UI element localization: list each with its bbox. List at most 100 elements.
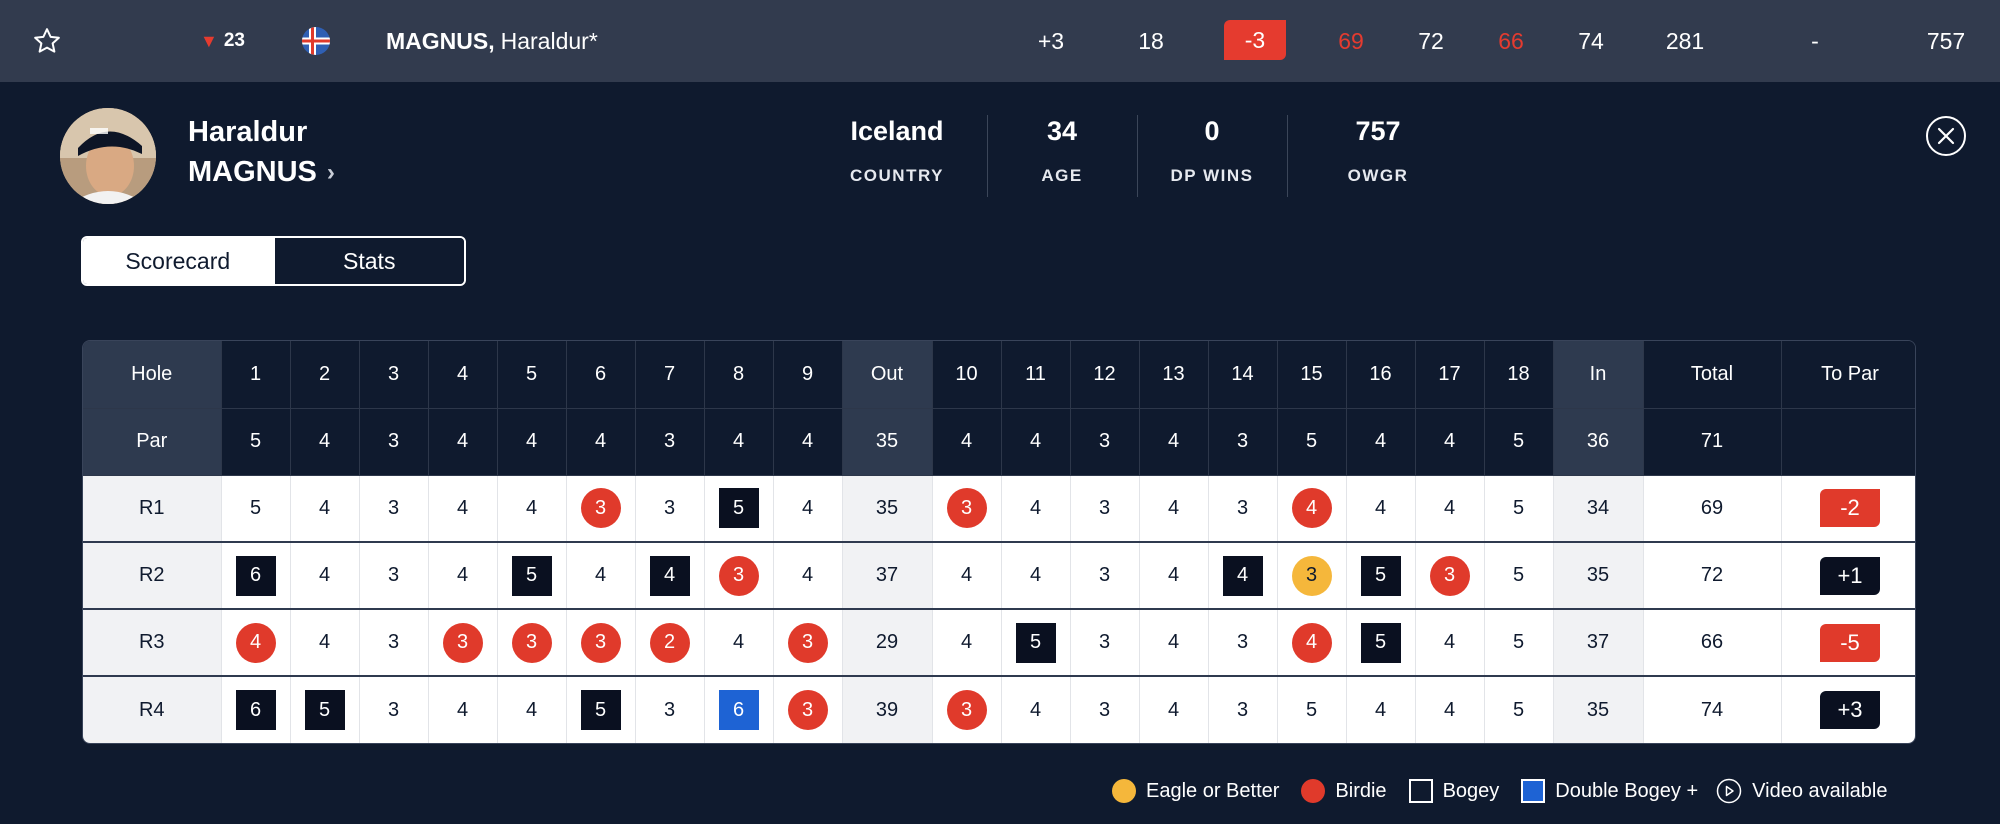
score-cell: -5 [1781,609,1915,677]
score-cell: 4 [290,609,360,677]
birdie-marker: 3 [787,622,828,663]
birdie-marker: 4 [1291,488,1332,529]
score-cell: 5 [704,475,774,543]
column-header: In [1553,341,1644,409]
stat-age-value: 34 [1046,116,1078,146]
score-cell: 4 [932,542,1002,610]
player-name-link[interactable]: MAGNUS, Haraldur* [386,0,598,82]
score-cell: 5 [1277,676,1347,743]
favorite-star-icon[interactable] [32,0,64,82]
birdie-marker: 3 [580,622,621,663]
score-cell: 4 [1139,475,1209,543]
score-cell: 4 [1139,542,1209,610]
column-header: 4 [428,341,498,409]
round-4-score: 74 [1578,27,1604,54]
score-cell: +1 [1781,542,1915,610]
player-first-name: Haraldur* [500,27,598,54]
score-cell: 4 [221,609,291,677]
par-row: Par 5 4 3 4 4 4 3 4 4 35 4 4 3 4 3 5 4 4 5 36 71 [83,408,1915,476]
score-cell: 34 [1553,475,1644,543]
legend-bogey-label: Bogey [1442,779,1500,802]
column-header: 9 [773,341,843,409]
score-cell: 4 [497,676,567,743]
score-cell: 4 [1001,676,1071,743]
tab-stats[interactable]: Stats [272,238,464,284]
player-profile-link[interactable]: MAGNUS › [188,156,335,189]
score-cell: 35 [842,475,933,543]
divider [987,115,988,197]
close-button[interactable] [1926,116,1966,156]
divider [1287,115,1288,197]
iceland-flag-icon [300,0,332,82]
bogey-marker: 5 [511,555,552,596]
score-cell: 5 [1484,475,1554,543]
legend: Eagle or Better Birdie Bogey Double Boge… [1112,772,1887,810]
score-cell: 35 [1553,542,1644,610]
to-par-badge: -2 [1820,489,1880,528]
table-row: R2 6 4 3 4 5 4 4 3 4 37 4 4 3 4 4 3 5 3 5 35 72 +1 [83,542,1915,610]
round-1-score: 69 [1338,27,1364,54]
score-cell: 4 [566,542,636,610]
bogey-marker: 5 [1360,555,1401,596]
stat-owgr: 757 OWGR [1328,116,1428,186]
par-value: 3 [1208,408,1278,476]
par-value: 4 [1139,408,1209,476]
score-cell: 3 [1070,609,1140,677]
score-cell: 3 [497,609,567,677]
birdie-marker: 3 [511,622,552,663]
birdie-marker: 3 [580,488,621,529]
column-header: 7 [635,341,705,409]
bogey-marker: 5 [718,488,759,529]
score-cell: 4 [1415,609,1485,677]
score-cell: 4 [428,542,498,610]
owgr-value: 757 [1926,27,1966,54]
score-cell: 4 [1346,475,1416,543]
bogey-marker: 5 [1015,622,1056,663]
score-cell: 5 [1484,542,1554,610]
column-header: 2 [290,341,360,409]
score-cell: 3 [773,609,843,677]
table-row: R4 6 5 3 4 4 5 3 6 3 39 3 4 3 4 3 5 4 4 5 35 74 +3 [83,676,1915,743]
birdie-marker: 3 [718,555,759,596]
eagle-marker: 3 [1291,555,1332,596]
score-cell: 3 [359,676,429,743]
par-value: 4 [1415,408,1485,476]
par-value: 4 [497,408,567,476]
double-bogey-legend-icon [1521,779,1546,803]
column-header: Out [842,341,933,409]
close-icon [1937,127,1955,145]
position: ▼ 23 [200,0,245,82]
leaderboard-row[interactable]: ▼ 23 MAGNUS, Haraldur* +3 18 -3 69 72 66… [0,0,2000,82]
eagle-legend-icon [1112,779,1136,803]
score-cell: 4 [635,542,705,610]
score-cell: 5 [1001,609,1071,677]
bogey-marker: 6 [235,555,276,596]
score-cell: 4 [290,475,360,543]
to-par-badge: +3 [1820,691,1880,729]
par-value: 4 [1346,408,1416,476]
to-par: +3 [1037,27,1065,54]
score-cell: 3 [1070,475,1140,543]
column-header: Total [1643,341,1782,409]
score-cell: 4 [932,609,1002,677]
bogey-marker: 4 [649,555,690,596]
score-cell: 4 [1001,542,1071,610]
score-cell: 6 [221,676,291,743]
score-cell: 3 [635,676,705,743]
round-2-score: 72 [1418,27,1444,54]
scorecard-table: Hole 1 2 3 4 5 6 7 8 9 Out 10 11 12 13 14 15 16 17 18 In Tota… [82,340,1916,744]
column-header: 18 [1484,341,1554,409]
tab-scorecard[interactable]: Scorecard [83,238,273,284]
par-value: 3 [359,408,429,476]
score-cell: 2 [635,609,705,677]
score-cell: 4 [773,475,843,543]
par-value: 35 [842,408,933,476]
avatar [60,108,156,204]
score-cell: 3 [428,609,498,677]
column-header: 13 [1139,341,1209,409]
extra-column: - [1811,27,1819,54]
score-cell: 4 [1001,475,1071,543]
score-cell: 5 [1484,609,1554,677]
score-cell: 4 [773,542,843,610]
score-cell: 4 [428,475,498,543]
